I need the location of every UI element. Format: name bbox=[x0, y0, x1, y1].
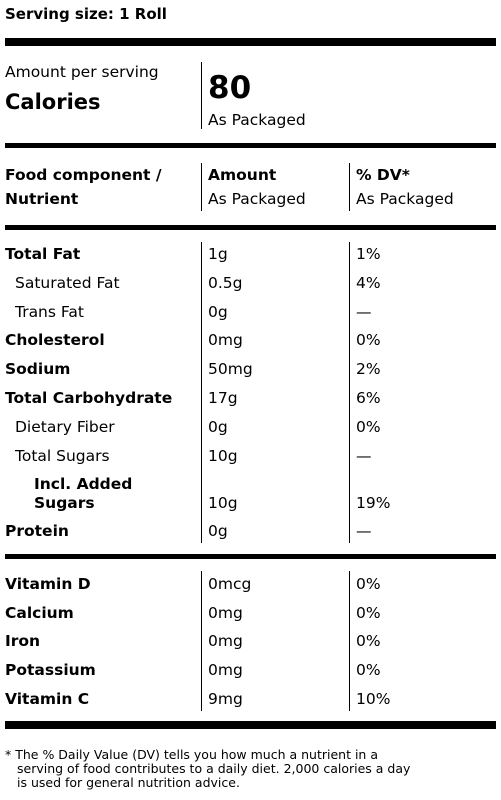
header-amount-line2: As Packaged bbox=[208, 190, 306, 208]
vitamin-amount: 0mg bbox=[208, 632, 243, 650]
vitamin-name: Vitamin C bbox=[5, 690, 90, 708]
nutrient-amount: 17g bbox=[208, 389, 238, 407]
vitamin-name: Iron bbox=[5, 632, 41, 650]
vitamin-dv: 10% bbox=[356, 690, 391, 708]
header-bottom-divider bbox=[5, 225, 496, 230]
calories-value: 80 bbox=[208, 70, 252, 106]
vitamin-dv: 0% bbox=[356, 661, 381, 679]
nutrient-dv: — bbox=[356, 447, 372, 465]
vitamin-amount: 0mg bbox=[208, 661, 243, 679]
header-amount-line1: Amount bbox=[208, 166, 277, 184]
top-thick-divider bbox=[5, 38, 496, 46]
footnote-line2: serving of food contributes to a daily d… bbox=[17, 761, 411, 776]
calories-column-divider bbox=[201, 62, 202, 129]
header-dv-line1: % DV* bbox=[356, 166, 410, 184]
nutrient-dv: 0% bbox=[356, 418, 381, 436]
nutrient-name: Total Fat bbox=[5, 245, 81, 263]
nutrient-name-line2: Sugars bbox=[34, 494, 95, 512]
nutrient-amount: 1g bbox=[208, 245, 228, 263]
calories-label: Calories bbox=[5, 90, 101, 114]
nutrient-amount: 10g bbox=[208, 447, 238, 465]
vitamin-divider-1 bbox=[201, 571, 202, 711]
nutrient-amount: 0g bbox=[208, 522, 228, 540]
nutrient-amount: 0.5g bbox=[208, 274, 243, 292]
header-divider-1 bbox=[201, 163, 202, 211]
serving-size: Serving size: 1 Roll bbox=[5, 5, 167, 23]
vitamin-name: Vitamin D bbox=[5, 575, 91, 593]
nutrient-dv: 19% bbox=[356, 494, 391, 512]
vitamin-dv: 0% bbox=[356, 632, 381, 650]
nutrient-amount: 0g bbox=[208, 418, 228, 436]
nutrient-dv: — bbox=[356, 522, 372, 540]
footnote-line3: is used for general nutrition advice. bbox=[17, 775, 240, 790]
vitamin-amount: 0mg bbox=[208, 604, 243, 622]
nutrient-dv: 4% bbox=[356, 274, 381, 292]
nutrient-amount: 10g bbox=[208, 494, 238, 512]
nutrient-amount: 0mg bbox=[208, 331, 243, 349]
nutrient-name: Trans Fat bbox=[15, 303, 84, 321]
footnote: * The % Daily Value (DV) tells you how m… bbox=[5, 748, 495, 790]
calories-bottom-divider bbox=[5, 143, 496, 148]
footnote-line1: * The % Daily Value (DV) tells you how m… bbox=[5, 747, 378, 762]
nutrient-name: Protein bbox=[5, 522, 69, 540]
nutrient-name: Total Sugars bbox=[15, 447, 110, 465]
calories-as-packaged: As Packaged bbox=[208, 111, 306, 129]
vitamin-name: Calcium bbox=[5, 604, 74, 622]
nutrients-bottom-divider bbox=[5, 554, 496, 559]
nutrient-name: Total Carbohydrate bbox=[5, 389, 173, 407]
vitamin-name: Potassium bbox=[5, 661, 96, 679]
nutrient-amount: 0g bbox=[208, 303, 228, 321]
nutrient-name: Saturated Fat bbox=[15, 274, 120, 292]
nutrient-divider-1 bbox=[201, 242, 202, 543]
nutrient-dv: 1% bbox=[356, 245, 381, 263]
nutrient-name: Dietary Fiber bbox=[15, 418, 115, 436]
vitamin-dv: 0% bbox=[356, 604, 381, 622]
nutrient-divider-2 bbox=[349, 242, 350, 543]
nutrient-dv: 6% bbox=[356, 389, 381, 407]
nutrient-name: Cholesterol bbox=[5, 331, 105, 349]
header-dv-line2: As Packaged bbox=[356, 190, 454, 208]
vitamin-divider-2 bbox=[349, 571, 350, 711]
vitamin-dv: 0% bbox=[356, 575, 381, 593]
vitamin-amount: 0mcg bbox=[208, 575, 252, 593]
nutrient-dv: — bbox=[356, 303, 372, 321]
bottom-thick-divider bbox=[5, 721, 496, 729]
nutrient-name: Sodium bbox=[5, 360, 71, 378]
header-nutrient-line2: Nutrient bbox=[5, 190, 79, 208]
header-nutrient-line1: Food component / bbox=[5, 166, 162, 184]
nutrient-dv: 0% bbox=[356, 331, 381, 349]
amount-per-serving-label: Amount per serving bbox=[5, 63, 159, 81]
nutrient-name-line1: Incl. Added bbox=[34, 475, 133, 493]
header-divider-2 bbox=[349, 163, 350, 211]
vitamin-amount: 9mg bbox=[208, 690, 243, 708]
nutrient-dv: 2% bbox=[356, 360, 381, 378]
nutrient-amount: 50mg bbox=[208, 360, 253, 378]
